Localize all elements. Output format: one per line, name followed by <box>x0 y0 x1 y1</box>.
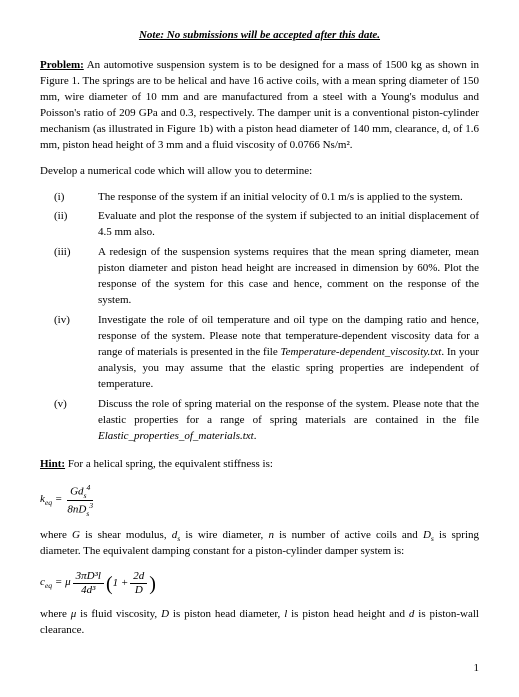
list-item: (iv) Investigate the role of oil tempera… <box>40 313 479 393</box>
develop-line: Develop a numerical code which will allo… <box>40 164 479 180</box>
list-num: (iv) <box>40 313 98 393</box>
list-body: Discuss the role of spring material on t… <box>98 397 479 445</box>
filename: Elastic_properties_of_materials.txt <box>98 430 254 442</box>
list-item: (v) Discuss the role of spring material … <box>40 397 479 445</box>
submission-note: Note: No submissions will be accepted af… <box>40 28 479 44</box>
list-num: (i) <box>40 190 98 206</box>
hint-label: Hint: <box>40 458 65 470</box>
list-num: (ii) <box>40 209 98 241</box>
equation-keq: keq = Gds4 8nDs3 <box>40 483 479 518</box>
list-item: (iii) A redesign of the suspension syste… <box>40 245 479 309</box>
list-num: (v) <box>40 397 98 445</box>
problem-text: An automotive suspension system is to be… <box>40 59 479 151</box>
tail-paragraph: where μ is fluid viscosity, D is piston … <box>40 607 479 639</box>
list-body: Evaluate and plot the response of the sy… <box>98 209 479 241</box>
list-item: (i) The response of the system if an ini… <box>40 190 479 206</box>
problem-paragraph: Problem: An automotive suspension system… <box>40 58 479 154</box>
list-body: A redesign of the suspension systems req… <box>98 245 479 309</box>
hint-text: For a helical spring, the equivalent sti… <box>65 458 273 470</box>
task-list: (i) The response of the system if an ini… <box>40 190 479 445</box>
list-body: The response of the system if an initial… <box>98 190 479 206</box>
problem-label: Problem: <box>40 59 84 71</box>
equation-ceq: ceq = μ 3πD³l 4d³ ( 1 + 2d D ) <box>40 570 479 597</box>
list-num: (iii) <box>40 245 98 309</box>
page-number: 1 <box>40 661 479 677</box>
list-body: Investigate the role of oil temperature … <box>98 313 479 393</box>
filename: Temperature-dependent_viscosity.txt <box>281 346 442 358</box>
mid-paragraph: where G is shear modulus, ds is wire dia… <box>40 528 479 560</box>
list-item: (ii) Evaluate and plot the response of t… <box>40 209 479 241</box>
hint-paragraph: Hint: For a helical spring, the equivale… <box>40 457 479 473</box>
